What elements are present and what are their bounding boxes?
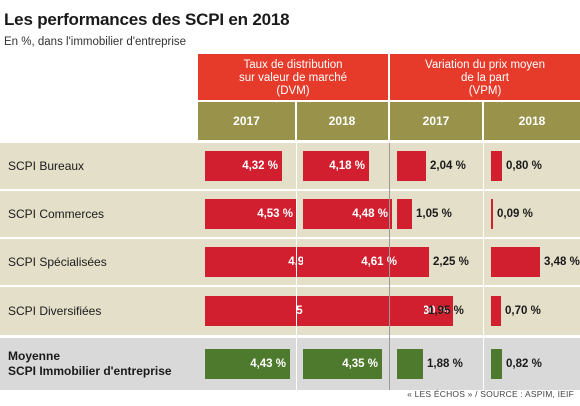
year-header: 2017: [198, 102, 295, 140]
data-label: 1,95 %: [428, 305, 464, 317]
data-label: 2,04 %: [430, 160, 466, 172]
data-bar: [205, 151, 282, 181]
data-bar: [491, 296, 501, 326]
data-label: 4,53 %: [257, 208, 293, 220]
data-bar: [397, 247, 429, 277]
group-header-vpm: Variation du prix moyen de la part (VPM): [390, 54, 580, 100]
data-label: 4,35 %: [342, 358, 378, 370]
data-bar: [397, 349, 423, 379]
data-bar: [397, 199, 412, 229]
data-bar: [491, 151, 502, 181]
data-label: 4,32 %: [242, 160, 278, 172]
data-bar: [303, 247, 401, 277]
data-label: 1,05 %: [416, 208, 452, 220]
year-header: 2018: [484, 102, 580, 140]
chart-title: Les performances des SCPI en 2018: [4, 10, 290, 29]
row-label: SCPI Bureaux: [8, 158, 85, 173]
column-divider: [296, 102, 297, 390]
data-label: 2,25 %: [433, 256, 469, 268]
year-header: 2017: [390, 102, 482, 140]
year-header: 2018: [296, 102, 388, 140]
data-label: 0,80 %: [506, 160, 542, 172]
data-bar: [491, 349, 502, 379]
header-divider: [389, 54, 390, 100]
data-bar: [491, 199, 493, 229]
data-label: 0,70 %: [505, 305, 541, 317]
data-bar: [205, 349, 290, 379]
group-divider: [389, 143, 390, 390]
data-bar: [303, 296, 453, 326]
data-bar: [397, 296, 424, 326]
row-label: SCPI Diversifiées: [8, 303, 102, 318]
data-bar: [397, 151, 426, 181]
chart-subtitle: En %, dans l'immobilier d'entreprise: [4, 36, 187, 48]
data-label: 4,48 %: [352, 208, 388, 220]
data-label: 4,18 %: [329, 160, 365, 172]
data-bar: [303, 349, 382, 379]
column-divider: [483, 102, 484, 390]
row-label: Moyenne SCPI Immobilier d'entreprise: [8, 349, 172, 378]
data-bar: [303, 199, 392, 229]
data-bar: [491, 247, 540, 277]
data-label: 4,43 %: [250, 358, 286, 370]
group-header-dvm: Taux de distribution sur valeur de march…: [198, 54, 388, 100]
data-bar: [205, 199, 297, 229]
data-label: 0,09 %: [497, 208, 533, 220]
row-label: SCPI Commerces: [8, 206, 105, 221]
data-label: 3,48 %: [544, 256, 580, 268]
data-label: 0,82 %: [506, 358, 542, 370]
data-bar: [303, 151, 369, 181]
row-label: SCPI Spécialisées: [8, 254, 107, 269]
source-note: « LES ÉCHOS » / SOURCE : ASPIM, IEIF: [407, 389, 574, 399]
data-label: 4,61 %: [361, 256, 397, 268]
data-label: 1,88 %: [427, 358, 463, 370]
